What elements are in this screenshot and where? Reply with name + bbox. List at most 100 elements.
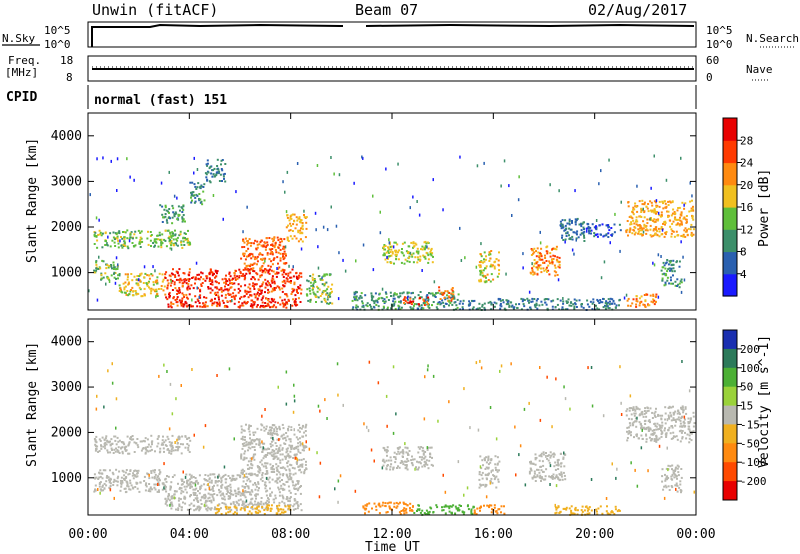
vel-cell [200, 503, 203, 505]
vel-cell [163, 450, 165, 453]
power-cell [389, 251, 392, 253]
power-cell [268, 291, 271, 294]
power-cell [639, 225, 642, 228]
power-cell [430, 249, 433, 252]
power-cell [118, 230, 121, 233]
power-cell [555, 271, 558, 274]
vel-cell [244, 444, 247, 447]
vel-cell [688, 434, 691, 437]
vel-cell [263, 448, 266, 451]
vel-cell [443, 505, 446, 508]
vel-cell [430, 463, 433, 466]
power-cell [179, 209, 181, 212]
power-cell [199, 290, 202, 293]
vel-cell [220, 507, 222, 510]
vel-cell [116, 449, 119, 452]
vel-cell [249, 425, 252, 427]
vel-cell [296, 480, 299, 482]
vel-cell [190, 502, 193, 505]
power-cell [652, 229, 655, 232]
power-cell [286, 280, 289, 283]
vel-cell [112, 484, 115, 486]
vel-cell [481, 477, 484, 480]
power-cell [581, 222, 584, 225]
vel-cell [631, 409, 634, 412]
power-cell [426, 294, 429, 296]
power-cell [239, 272, 242, 275]
power-cell [561, 234, 564, 237]
power-cell [452, 293, 455, 296]
power-cell [270, 251, 273, 254]
power-cell [412, 291, 414, 294]
power-cell [571, 220, 573, 222]
power-cell [228, 288, 231, 291]
vel-cell [282, 496, 285, 499]
power-cell [196, 186, 199, 189]
vel-cell [235, 477, 238, 480]
vel-cell [227, 497, 230, 500]
vel-cell [559, 478, 562, 481]
vel-cell [126, 481, 129, 484]
power-cell [632, 219, 635, 222]
power-cell [286, 302, 289, 305]
power-cell [655, 228, 658, 231]
power-cell [599, 299, 602, 301]
power-cell [176, 218, 179, 221]
power-cell [452, 290, 455, 293]
power-cell [175, 270, 178, 273]
power-cell [242, 268, 245, 271]
power-cell [626, 299, 629, 302]
power-cell [244, 276, 247, 279]
power-cell [126, 245, 129, 248]
power-cell [237, 305, 240, 308]
power-cell [194, 196, 197, 199]
power-cell [138, 275, 141, 278]
vel-cell [530, 462, 533, 465]
power-cell [409, 297, 412, 300]
power-cell [489, 257, 492, 260]
vel-cell [398, 511, 401, 514]
power-cell [172, 238, 175, 241]
vel-cell [546, 457, 549, 460]
power-cell [285, 254, 287, 257]
vel-cell [283, 510, 286, 513]
power-cell [292, 275, 295, 278]
vel-cell [299, 444, 302, 447]
vel-cell [278, 504, 281, 507]
vel-cell [576, 509, 579, 512]
power-cell [378, 297, 381, 300]
power-cell [182, 282, 185, 285]
power-cell [319, 295, 322, 297]
power-cell [650, 186, 652, 190]
power-cell [96, 298, 99, 302]
vel-cell [390, 463, 393, 466]
vel-cell [386, 464, 389, 467]
power-cell [600, 169, 602, 173]
vel-cell [155, 483, 158, 486]
vel-cell [235, 500, 238, 503]
power-cell [632, 298, 635, 301]
power-cell [181, 220, 184, 223]
power-cell [174, 274, 176, 277]
vel-cell [654, 424, 657, 427]
vel-cell [426, 463, 429, 466]
power-cell [160, 246, 163, 249]
power-cell [260, 304, 262, 307]
power-cell [139, 239, 142, 242]
power-cell [206, 179, 209, 182]
power-cell [281, 290, 284, 293]
power-cell [397, 258, 400, 261]
power-cell [231, 299, 233, 303]
vel-cell [100, 447, 103, 450]
power-cell [268, 300, 271, 303]
vel-cell [403, 512, 406, 515]
vel-cell [534, 453, 537, 456]
power-cell [325, 293, 328, 296]
power-cell [686, 229, 688, 232]
power-cell [420, 248, 422, 251]
vel-cell [286, 476, 289, 479]
power-cell [656, 230, 659, 233]
power-cell [256, 263, 258, 266]
power-cell [95, 263, 98, 266]
vel-cell [175, 508, 177, 511]
